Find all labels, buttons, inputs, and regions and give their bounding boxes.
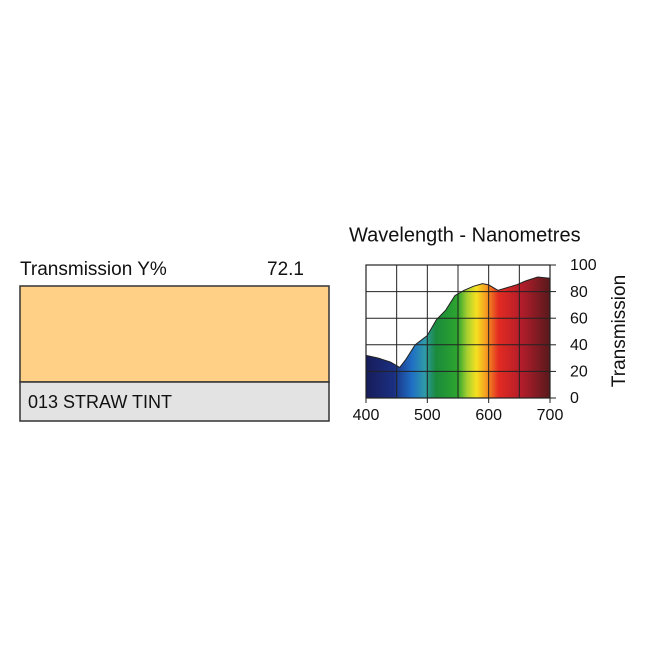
y-tick-label: 20 <box>570 364 588 381</box>
x-tick-label: 500 <box>414 407 441 424</box>
y-axis-label: Transmission <box>609 275 630 387</box>
filter-name: 013 STRAW TINT <box>28 392 172 412</box>
y-tick-label: 60 <box>570 310 588 327</box>
x-tick-label: 600 <box>475 407 502 424</box>
y-tick-label: 100 <box>570 257 597 274</box>
x-tick-label: 400 <box>353 407 380 424</box>
plot-frame <box>365 264 551 399</box>
y-tick-label: 80 <box>570 284 588 301</box>
y-tick-label: 0 <box>570 390 579 407</box>
x-tick-label: 700 <box>537 407 564 424</box>
swatch-value: 72.1 <box>267 259 304 280</box>
color-swatch <box>19 285 330 383</box>
y-tick-label: 40 <box>570 337 588 354</box>
name-bar <box>19 381 330 422</box>
transmission-curve <box>365 276 551 369</box>
swatch-label: Transmission Y% <box>20 259 167 280</box>
chart-title: Wavelength - Nanometres <box>349 224 581 246</box>
